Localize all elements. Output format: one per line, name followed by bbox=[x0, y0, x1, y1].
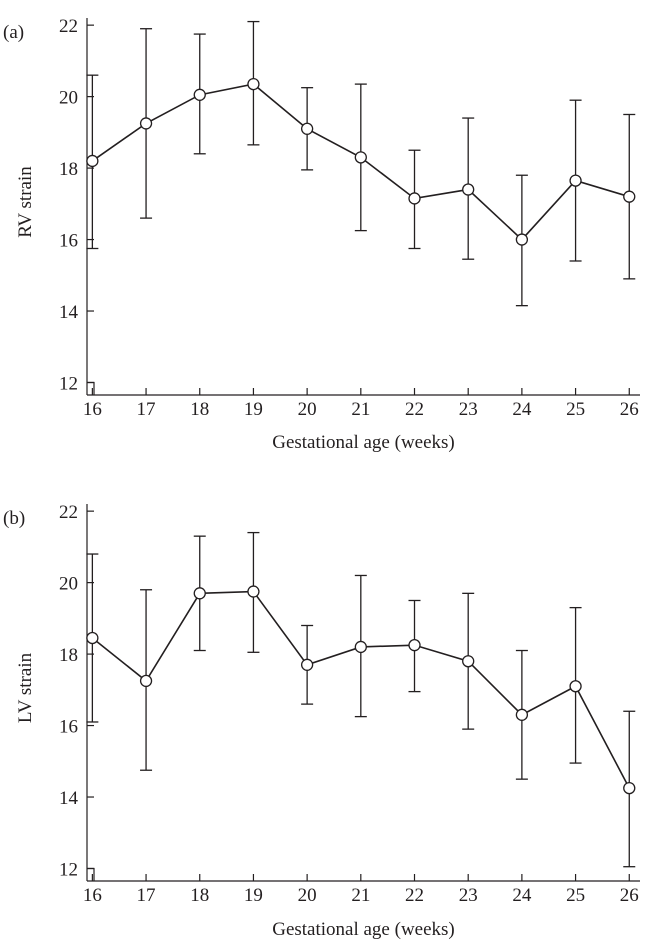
data-point bbox=[515, 233, 529, 246]
x-tick-label: 26 bbox=[620, 399, 639, 420]
x-tick-label: 26 bbox=[620, 885, 639, 906]
panel-label: (b) bbox=[3, 508, 25, 529]
y-tick-label: 12 bbox=[59, 859, 78, 880]
y-axis-title: RV strain bbox=[15, 166, 36, 238]
data-point bbox=[354, 151, 367, 164]
y-axis-title: LV strain bbox=[15, 652, 36, 723]
data-point bbox=[569, 174, 582, 187]
x-tick-label: 24 bbox=[512, 885, 532, 906]
x-tick-label: 19 bbox=[244, 885, 263, 906]
x-tick-label: 22 bbox=[405, 885, 424, 906]
x-tick-label: 18 bbox=[190, 885, 209, 906]
data-point bbox=[408, 192, 421, 205]
y-tick-label: 12 bbox=[59, 373, 78, 394]
y-tick-label: 18 bbox=[59, 645, 78, 666]
x-tick-label: 24 bbox=[512, 399, 532, 420]
panel-label: (a) bbox=[3, 22, 24, 43]
data-point bbox=[247, 77, 260, 91]
y-tick-label: 14 bbox=[59, 302, 79, 323]
data-point bbox=[193, 587, 206, 600]
chart-panel-a: 12 14 16 18 20 22 16 17 18 19 20 21 22 23 24 25 26 Gestat… bbox=[3, 16, 640, 453]
x-tick-label: 21 bbox=[351, 399, 370, 420]
data-point bbox=[623, 190, 636, 203]
x-tick-label: 18 bbox=[190, 399, 209, 420]
data-point bbox=[86, 631, 99, 645]
data-point bbox=[86, 154, 99, 168]
x-tick-label: 22 bbox=[405, 399, 424, 420]
data-point bbox=[354, 640, 367, 654]
data-point bbox=[247, 585, 260, 598]
y-tick-label: 22 bbox=[59, 502, 78, 523]
x-tick-label: 21 bbox=[351, 885, 370, 906]
chart-panel-b: 12 14 16 18 20 22 16 17 18 19 20 21 22 23 24 25 26 Gestat… bbox=[3, 502, 640, 940]
data-point bbox=[569, 680, 582, 693]
y-tick-label: 20 bbox=[59, 574, 78, 595]
data-point bbox=[300, 122, 314, 135]
x-tick-label: 17 bbox=[137, 885, 156, 906]
data-point bbox=[515, 708, 529, 721]
x-tick-label: 25 bbox=[566, 399, 585, 420]
data-point bbox=[408, 639, 421, 652]
data-point bbox=[462, 183, 475, 196]
x-axis-title: Gestational age (weeks) bbox=[272, 919, 455, 940]
x-tick-label: 20 bbox=[298, 399, 317, 420]
data-point bbox=[139, 674, 153, 688]
y-tick-label: 16 bbox=[59, 231, 78, 252]
x-tick-label: 23 bbox=[459, 399, 478, 420]
y-tick-label: 14 bbox=[59, 788, 79, 809]
x-tick-label: 19 bbox=[244, 399, 263, 420]
data-point bbox=[462, 655, 475, 668]
data-point bbox=[139, 117, 153, 130]
y-tick-label: 16 bbox=[59, 717, 78, 738]
y-tick-label: 18 bbox=[59, 159, 78, 180]
x-tick-label: 16 bbox=[83, 885, 102, 906]
x-axis-title: Gestational age (weeks) bbox=[272, 432, 455, 453]
data-point bbox=[193, 88, 206, 101]
x-tick-label: 23 bbox=[459, 885, 478, 906]
data-point bbox=[623, 781, 636, 795]
y-tick-label: 20 bbox=[59, 88, 78, 109]
x-tick-label: 16 bbox=[83, 399, 102, 420]
y-tick-label: 22 bbox=[59, 16, 78, 37]
x-tick-label: 25 bbox=[566, 885, 585, 906]
x-tick-label: 17 bbox=[137, 399, 156, 420]
data-point bbox=[300, 658, 314, 671]
x-tick-label: 20 bbox=[298, 885, 317, 906]
